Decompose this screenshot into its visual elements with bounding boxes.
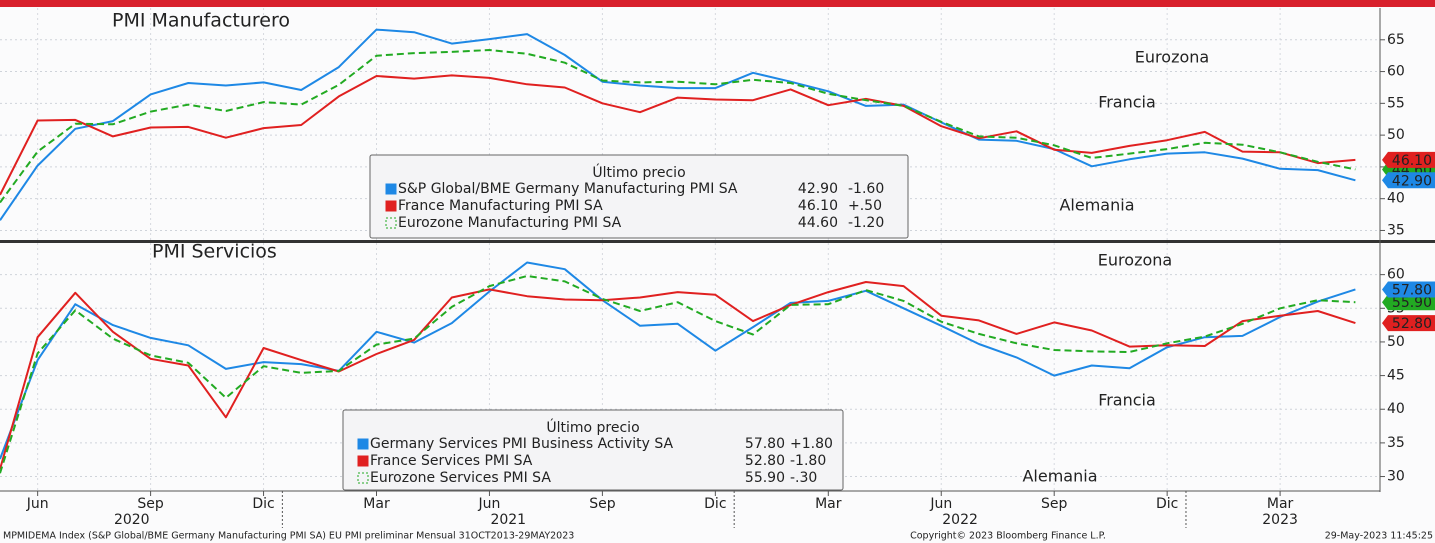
series-line	[0, 74, 1356, 196]
panel-title: PMI Servicios	[152, 241, 277, 263]
x-tick-label: Dic	[252, 496, 274, 512]
x-tick-label: Jun	[929, 496, 952, 512]
last-value-label: 46.10	[1392, 153, 1432, 169]
x-tick-label: Sep	[589, 496, 616, 512]
legend-last: 55.90	[745, 470, 785, 486]
last-value-tag	[1382, 315, 1435, 332]
y-tick-label: 50	[1387, 334, 1405, 350]
legend-change: -.30	[790, 470, 817, 486]
legend-last: 52.80	[745, 453, 785, 469]
x-year-label: 2022	[942, 512, 978, 528]
legend-swatch	[357, 472, 369, 484]
series-line	[0, 28, 1356, 221]
x-tick-label: Jun	[478, 496, 501, 512]
y-tick-label: 40	[1387, 401, 1405, 417]
x-tick-label: Dic	[1156, 496, 1178, 512]
legend-change: -1.80	[790, 453, 826, 469]
legend-name: S&P Global/BME Germany Manufacturing PMI…	[398, 181, 738, 197]
legend-box	[369, 154, 909, 239]
x-year-label: 2021	[490, 512, 526, 528]
annotation: Alemania	[1059, 196, 1134, 215]
x-tick-label: Mar	[815, 496, 842, 512]
panel-title: PMI Manufacturero	[112, 10, 290, 32]
y-tick-label: 40	[1387, 191, 1405, 207]
x-tick-label: Jun	[26, 496, 49, 512]
legend-swatch	[357, 455, 369, 467]
x-tick-label: Sep	[1041, 496, 1068, 512]
legend-name: France Services PMI SA	[370, 453, 533, 469]
y-tick-label: 35	[1387, 435, 1405, 451]
last-value-label: 42.90	[1392, 173, 1432, 189]
legend-last: 46.10	[798, 198, 838, 214]
y-tick-label: 35	[1387, 222, 1405, 238]
legend-box	[342, 409, 844, 491]
x-tick-label: Mar	[1267, 496, 1294, 512]
annotation: Francia	[1098, 93, 1156, 112]
y-tick-label: 50	[1387, 127, 1405, 143]
x-tick-label: Dic	[704, 496, 726, 512]
legend-swatch	[385, 200, 397, 212]
legend-swatch	[385, 217, 397, 229]
legend-change: +.50	[848, 198, 882, 214]
series-line	[0, 275, 1356, 474]
footer-left: MPMIDEMA Index (S&P Global/BME Germany M…	[3, 531, 574, 542]
last-value-label: 52.80	[1392, 316, 1432, 332]
legend-title: Último precio	[546, 418, 639, 436]
legend-name: Eurozone Manufacturing PMI SA	[398, 215, 622, 231]
annotation: Francia	[1098, 391, 1156, 410]
legend-name: France Manufacturing PMI SA	[398, 198, 603, 214]
last-value-label: 55.90	[1392, 295, 1432, 311]
legend-title: Último precio	[592, 163, 685, 181]
y-tick-label: 55	[1387, 95, 1405, 111]
legend-change: +1.80	[790, 436, 833, 452]
y-tick-label: 30	[1387, 469, 1405, 485]
series-line	[0, 261, 1356, 460]
legend-change: -1.20	[848, 215, 884, 231]
legend-last: 42.90	[798, 181, 838, 197]
annotation: Eurozona	[1098, 251, 1172, 270]
y-tick-label: 60	[1387, 267, 1405, 283]
last-value-label: 57.80	[1392, 282, 1432, 298]
legend-name: Germany Services PMI Business Activity S…	[370, 436, 674, 452]
footer-right: 29-May-2023 11:45:25	[1325, 531, 1433, 542]
annotation: Alemania	[1022, 467, 1097, 486]
y-tick-label: 45	[1387, 368, 1405, 384]
y-tick-label: 60	[1387, 64, 1405, 80]
legend-name: Eurozone Services PMI SA	[370, 470, 551, 486]
y-tick-label: 65	[1387, 32, 1405, 48]
legend-change: -1.60	[848, 181, 884, 197]
last-value-tag	[1382, 294, 1435, 311]
x-tick-label: Sep	[137, 496, 164, 512]
legend-last: 57.80	[745, 436, 785, 452]
last-value-tag	[1382, 172, 1435, 189]
top-band	[0, 0, 1435, 7]
last-value-tag	[1382, 281, 1435, 298]
x-tick-label: Mar	[363, 496, 390, 512]
footer-center: Copyright© 2023 Bloomberg Finance L.P.	[910, 531, 1106, 542]
legend-last: 44.60	[798, 215, 838, 231]
x-year-label: 2023	[1262, 512, 1298, 528]
legend-swatch	[357, 438, 369, 450]
last-value-tag	[1382, 151, 1435, 168]
legend-swatch	[385, 183, 397, 195]
x-year-label: 2020	[114, 512, 150, 528]
series-line	[0, 49, 1356, 204]
series-line	[0, 281, 1356, 470]
annotation: Eurozona	[1135, 48, 1209, 67]
